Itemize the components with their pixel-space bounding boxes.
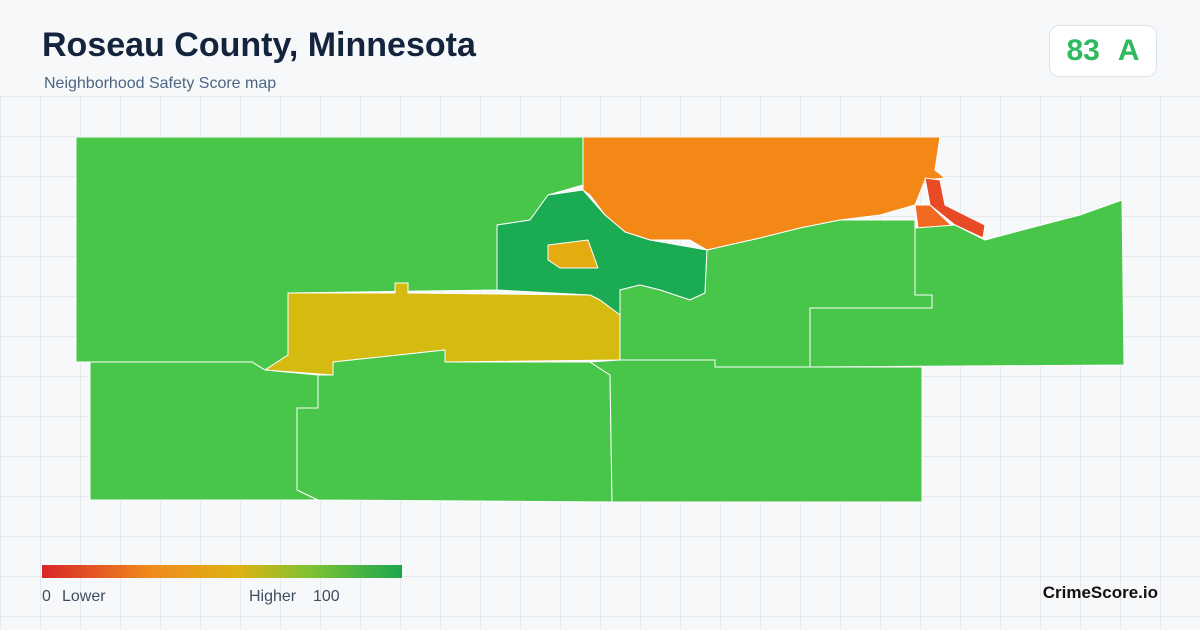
region: [547, 239, 599, 269]
score-badge: 83 A: [1049, 25, 1157, 77]
legend-gradient: [42, 565, 402, 578]
score-grade: A: [1117, 34, 1140, 67]
legend-min: 0: [42, 588, 51, 605]
region: [296, 349, 613, 503]
title: Roseau County, Minnesota: [42, 26, 476, 64]
legend-max: 100: [313, 588, 340, 605]
brand: CrimeScore.io: [1042, 583, 1158, 602]
subtitle: Neighborhood Safety Score map: [44, 75, 277, 92]
region: [589, 359, 923, 503]
score-value: 83: [1066, 34, 1100, 67]
region: [809, 199, 1125, 368]
legend-min-label: Lower: [62, 588, 106, 605]
region: [89, 361, 319, 501]
legend-max-label: Higher: [249, 588, 297, 605]
